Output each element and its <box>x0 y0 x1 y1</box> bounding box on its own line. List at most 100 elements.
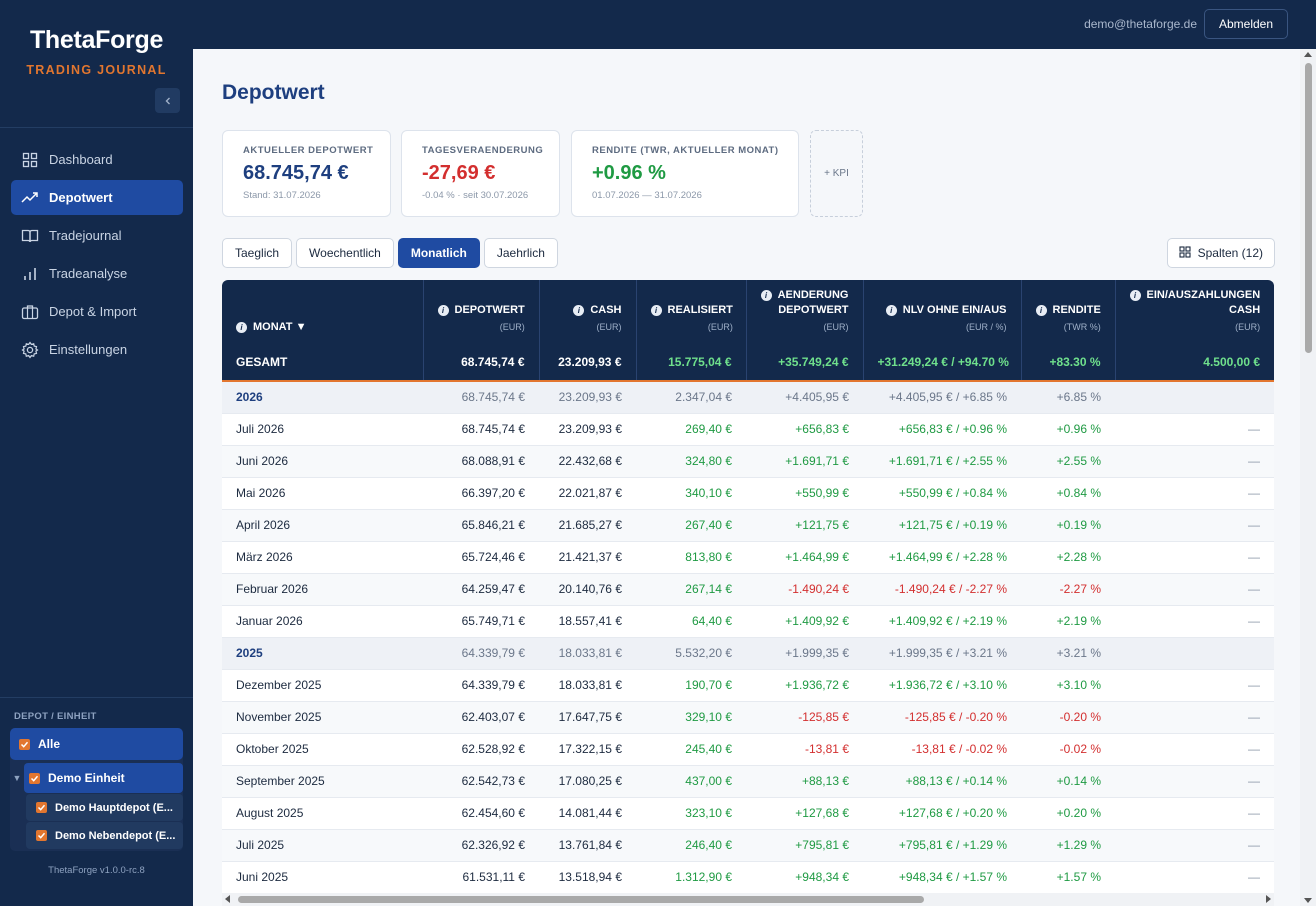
column-header[interactable]: i DEPOTWERT (EUR) <box>422 280 539 344</box>
column-header[interactable]: i CASH (EUR) <box>538 280 636 344</box>
page-title: Depotwert <box>222 81 325 104</box>
checkbox-checked-icon[interactable] <box>19 738 30 750</box>
info-icon[interactable]: i <box>236 322 247 333</box>
kpi-value: 68.745,74 € <box>243 162 349 184</box>
logout-button[interactable]: Abmelden <box>1204 9 1288 39</box>
checkbox-checked-icon[interactable] <box>36 830 47 841</box>
scrollbar-thumb[interactable] <box>1305 63 1312 353</box>
info-icon[interactable]: i <box>437 305 449 316</box>
kpi-label: TAGESVERAENDERUNG <box>422 145 544 156</box>
nav-item-tradejournal[interactable]: Tradejournal <box>11 218 183 253</box>
vertical-scrollbar[interactable] <box>1300 49 1316 906</box>
column-header[interactable]: i REALISIERT (EUR) <box>635 280 746 344</box>
table-row[interactable]: November 2025 62.403,07 €17.647,75 €329,1… <box>222 701 1274 734</box>
table-cell: Dezember 2025 <box>222 669 423 702</box>
tab-woechentlich[interactable]: Woechentlich <box>296 238 394 268</box>
column-header[interactable]: i EIN/AUSZAHLUNGEN CASH (EUR) <box>1114 280 1274 344</box>
column-header-unit: (EUR) <box>1235 322 1261 332</box>
kpi-label: AKTUELLER DEPOTWERT <box>243 145 374 156</box>
table-cell: 269,40 € <box>636 413 746 446</box>
info-icon[interactable]: i <box>760 290 772 301</box>
table-cell: +1.409,92 € <box>746 605 863 638</box>
info-icon[interactable]: i <box>650 305 662 316</box>
table-cell: Oktober 2025 <box>222 733 423 766</box>
column-header-unit: (EUR) <box>499 322 525 332</box>
dashboard-icon <box>21 151 39 169</box>
table-row[interactable]: Juli 2025 62.326,92 €13.761,84 €246,40 € +… <box>222 829 1274 862</box>
tab-monatlich[interactable]: Monatlich <box>397 238 480 268</box>
table-row[interactable]: Juni 2026 68.088,91 €22.432,68 €324,80 € +… <box>222 445 1274 478</box>
nav-item-dashboard[interactable]: Dashboard <box>11 142 183 177</box>
checkbox-checked-icon[interactable] <box>36 802 47 813</box>
table-cell: +1.936,72 € <box>746 669 863 702</box>
table-cell: 13.518,94 € <box>539 861 636 894</box>
table-cell: 14.081,44 € <box>539 797 636 830</box>
table-row[interactable]: Juni 2025 61.531,11 €13.518,94 €1.312,90 … <box>222 861 1274 894</box>
table-cell: +83.30 % <box>1020 344 1115 382</box>
table-row[interactable]: August 2025 62.454,60 €14.081,44 €323,10 … <box>222 797 1274 830</box>
column-header[interactable]: i NLV OHNE EIN/AUS (EUR / %) <box>862 280 1021 344</box>
table-cell: +2.19 % <box>1021 605 1115 638</box>
depot-option-all[interactable]: Alle <box>10 728 183 760</box>
column-header[interactable]: i MONAT ▼ <box>222 280 423 344</box>
columns-button[interactable]: Spalten (12) <box>1166 238 1275 268</box>
info-icon[interactable]: i <box>1035 305 1047 316</box>
year-group-row[interactable]: 2026 68.745,74 €23.209,93 €2.347,04 € +4.4… <box>222 381 1274 414</box>
table-row[interactable]: September 2025 62.542,73 €17.080,25 €437,… <box>222 765 1274 798</box>
kpi-card-depotwert: AKTUELLER DEPOTWERT 68.745,74 € Stand: 3… <box>222 130 391 217</box>
table-row[interactable]: Juli 2026 68.745,74 €23.209,93 €269,40 € +… <box>222 413 1274 446</box>
table-cell: +656,83 € / +0.96 % <box>863 413 1021 446</box>
table-cell: 22.432,68 € <box>539 445 636 478</box>
table-cell: 21.685,27 € <box>539 509 636 542</box>
table-cell: — <box>1115 733 1274 766</box>
depot-option-label: Alle <box>38 737 61 751</box>
columns-button-label: Spalten (12) <box>1197 246 1263 260</box>
table-row[interactable]: Dezember 2025 64.339,79 €18.033,81 €190,7… <box>222 669 1274 702</box>
collapse-sidebar-button[interactable] <box>155 88 180 113</box>
depot-option-nebendepot[interactable]: Demo Nebendepot (E... <box>26 822 183 849</box>
table-cell: -2.27 % <box>1021 573 1115 606</box>
tab-taeglich[interactable]: Taeglich <box>222 238 293 268</box>
nav-item-depot-import[interactable]: Depot & Import <box>11 294 183 329</box>
scroll-right-icon[interactable] <box>1266 895 1271 903</box>
table-cell: 18.033,81 € <box>539 669 636 702</box>
depot-tree: Alle ▼ Demo Einheit Demo Hauptdepot (E..… <box>10 728 183 851</box>
scroll-down-icon[interactable] <box>1304 898 1312 903</box>
table-row[interactable]: Mai 2026 66.397,20 €22.021,87 €340,10 € +5… <box>222 477 1274 510</box>
scroll-up-icon[interactable] <box>1304 52 1312 57</box>
year-group-row[interactable]: 2025 64.339,79 €18.033,81 €5.532,20 € +1.9… <box>222 637 1274 670</box>
table-cell: -125,85 € / -0.20 % <box>863 701 1021 734</box>
info-icon[interactable]: i <box>885 305 897 316</box>
nav-item-tradeanalyse[interactable]: Tradeanalyse <box>11 256 183 291</box>
table-row[interactable]: März 2026 65.724,46 €21.421,37 €813,80 € +… <box>222 541 1274 574</box>
table-row[interactable]: Januar 2026 65.749,71 €18.557,41 €64,40 €… <box>222 605 1274 638</box>
table-cell: 813,80 € <box>636 541 746 574</box>
horizontal-scrollbar[interactable] <box>222 893 1274 906</box>
nav-item-depotwert[interactable]: Depotwert <box>11 180 183 215</box>
depot-option-unit[interactable]: ▼ Demo Einheit <box>10 763 183 793</box>
column-header[interactable]: i RENDITE (TWR %) <box>1020 280 1115 344</box>
info-icon[interactable]: i <box>573 305 585 316</box>
tab-jaehrlich[interactable]: Jaehrlich <box>483 238 558 268</box>
table-cell: 23.209,93 € <box>538 344 636 382</box>
table-row[interactable]: Februar 2026 64.259,47 €20.140,76 €267,14… <box>222 573 1274 606</box>
table-cell: 20.140,76 € <box>539 573 636 606</box>
table-cell: +3.21 % <box>1021 637 1115 670</box>
app-version: ThetaForge v1.0.0-rc.8 <box>48 865 145 876</box>
table-cell: 267,40 € <box>636 509 746 542</box>
table-cell: — <box>1115 829 1274 862</box>
main-content: Depotwert AKTUELLER DEPOTWERT 68.745,74 … <box>193 49 1316 906</box>
column-header[interactable]: i AENDERUNG DEPOTWERT (EUR) <box>745 280 863 344</box>
table-row[interactable]: Oktober 2025 62.528,92 €17.322,15 €245,40… <box>222 733 1274 766</box>
table-cell: Februar 2026 <box>222 573 423 606</box>
depot-option-hauptdepot[interactable]: Demo Hauptdepot (E... <box>26 794 183 821</box>
scrollbar-thumb[interactable] <box>238 896 924 903</box>
info-icon[interactable]: i <box>1129 290 1141 301</box>
table-cell: — <box>1115 541 1274 574</box>
nav-item-einstellungen[interactable]: Einstellungen <box>11 332 183 367</box>
scroll-left-icon[interactable] <box>225 895 230 903</box>
table-row[interactable]: April 2026 65.846,21 €21.685,27 €267,40 €… <box>222 509 1274 542</box>
caret-down-icon[interactable]: ▼ <box>12 773 22 783</box>
add-kpi-button[interactable]: + KPI <box>810 130 863 217</box>
checkbox-checked-icon[interactable] <box>29 772 40 784</box>
